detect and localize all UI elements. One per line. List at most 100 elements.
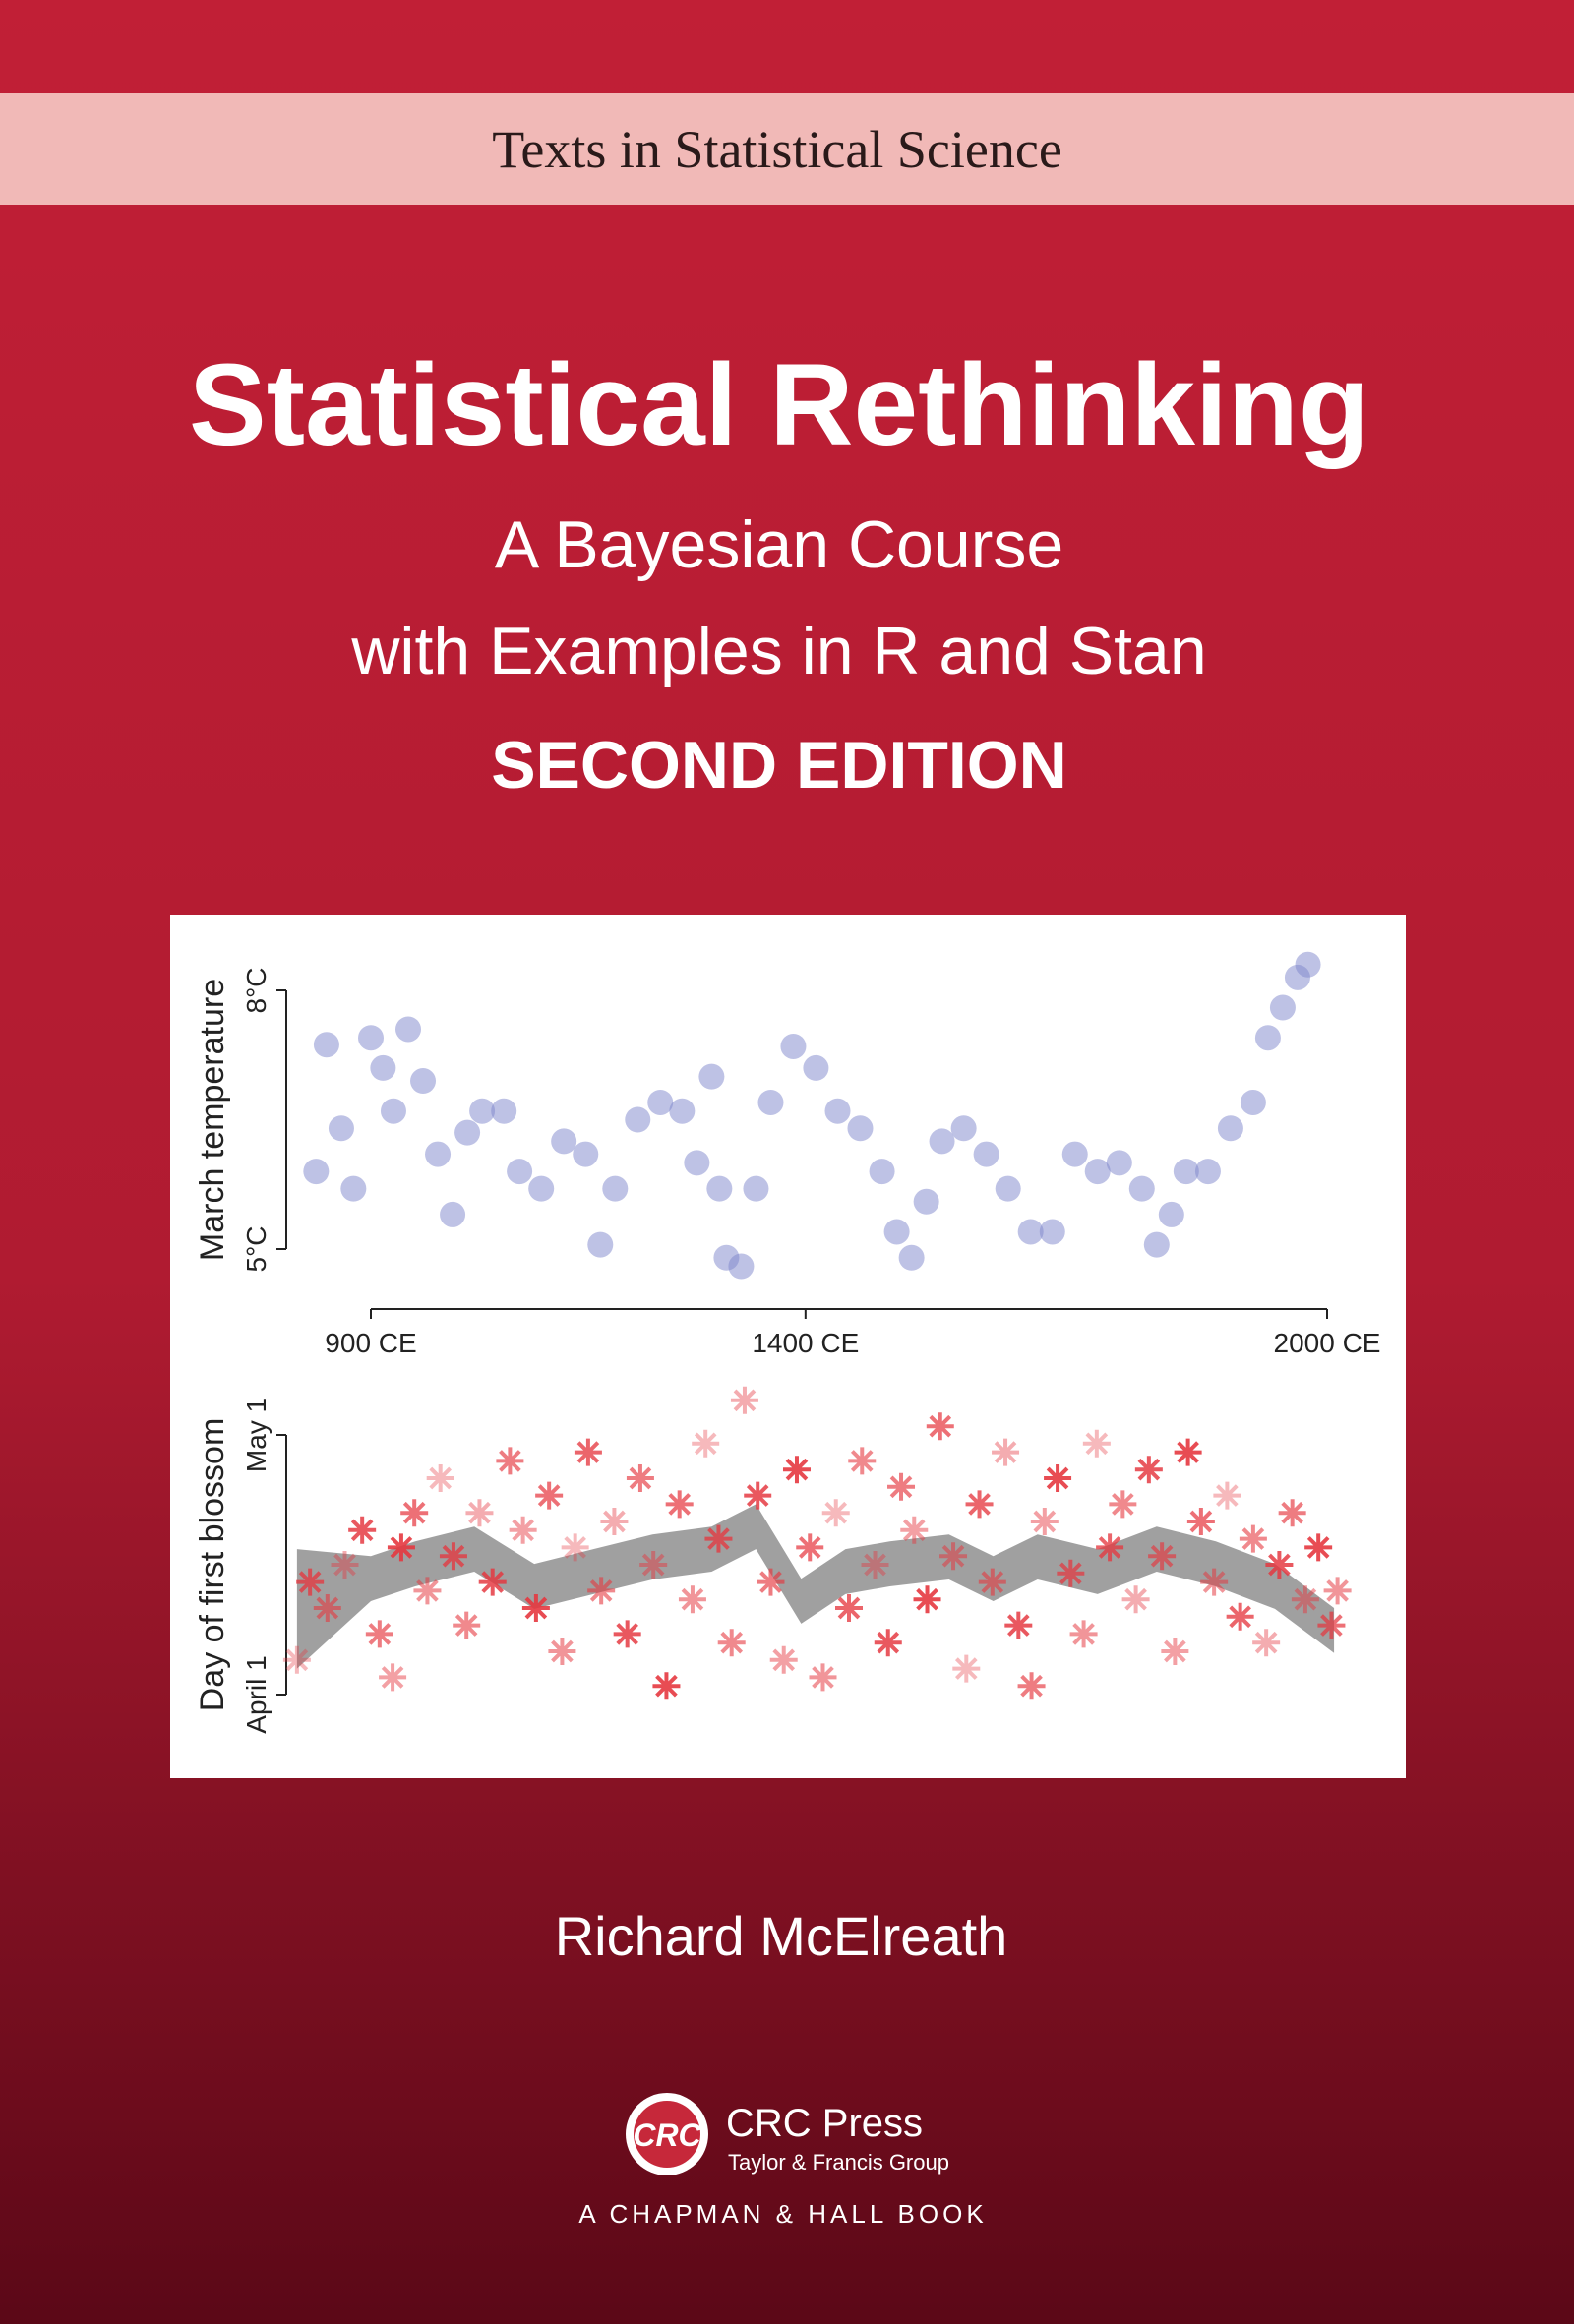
point (1030, 1508, 1059, 1535)
point (1278, 1499, 1306, 1527)
point (358, 1025, 384, 1051)
edition: SECOND EDITION (491, 728, 1067, 803)
point (1134, 1456, 1163, 1484)
point (507, 1159, 533, 1185)
point (743, 1175, 769, 1202)
point (1265, 1551, 1294, 1579)
point (1239, 1524, 1267, 1553)
point (625, 1106, 651, 1133)
point (340, 1175, 367, 1202)
point (1044, 1464, 1072, 1492)
point (1096, 1533, 1124, 1562)
point (454, 1119, 481, 1146)
point (587, 1231, 614, 1258)
point (706, 1175, 733, 1202)
point (913, 1585, 941, 1614)
point (1158, 1201, 1184, 1227)
point (1304, 1533, 1333, 1562)
subtitle: A Bayesian Course (495, 507, 1063, 582)
logo-text: CRC (633, 2117, 701, 2153)
point (1174, 1438, 1202, 1466)
point (1057, 1559, 1085, 1587)
x-tick-label: 1400 CE (752, 1328, 859, 1358)
point (348, 1516, 377, 1544)
series-band (0, 93, 1574, 205)
point (965, 1490, 994, 1519)
point (574, 1438, 602, 1466)
point (370, 1054, 396, 1081)
point (835, 1594, 863, 1622)
point (1200, 1568, 1229, 1596)
point (678, 1585, 706, 1614)
point (535, 1481, 564, 1510)
publisher-group: Taylor & Francis Group (728, 2150, 949, 2175)
publisher-logo (634, 2101, 700, 2168)
point (496, 1447, 524, 1475)
point (439, 1542, 467, 1571)
point (952, 1654, 981, 1683)
point (600, 1508, 629, 1535)
point (684, 1150, 710, 1176)
point (465, 1499, 494, 1527)
point (929, 1128, 955, 1155)
point (744, 1481, 772, 1510)
point (769, 1645, 798, 1674)
y-tick-label: April 1 (241, 1655, 272, 1733)
point (1121, 1585, 1150, 1614)
point (380, 1098, 406, 1124)
point (387, 1533, 415, 1562)
point (1213, 1481, 1241, 1510)
point (551, 1128, 577, 1155)
point (780, 1033, 807, 1059)
point (1106, 1150, 1132, 1176)
point (639, 1551, 668, 1579)
point (869, 1159, 895, 1185)
point (331, 1551, 359, 1579)
y-tick-label: May 1 (241, 1398, 272, 1472)
point (847, 1115, 874, 1142)
point (313, 1594, 341, 1622)
point (548, 1638, 576, 1665)
point (521, 1594, 550, 1622)
point (782, 1456, 811, 1484)
x-tick-label: 900 CE (325, 1328, 416, 1358)
point (613, 1620, 641, 1648)
point (1004, 1611, 1033, 1639)
point (1082, 1429, 1111, 1458)
point (1069, 1620, 1098, 1648)
point (926, 1412, 954, 1441)
publisher-name: CRC Press (726, 2102, 923, 2145)
point (821, 1499, 850, 1527)
point (1323, 1577, 1352, 1605)
y-tick-label: 8°C (241, 968, 272, 1014)
author: Richard McElreath (555, 1905, 1008, 1967)
series-title: Texts in Statistical Science (492, 120, 1062, 179)
point (296, 1568, 325, 1596)
point (728, 1253, 755, 1280)
point (1291, 1585, 1319, 1614)
charts: 5°C 8°C March temperature 900 CE 1400 CE 2000… (194, 951, 1380, 1734)
point (717, 1629, 746, 1657)
point (665, 1490, 694, 1519)
point (1148, 1542, 1177, 1571)
y-axis-label: March temperature (194, 979, 231, 1261)
point (1017, 1219, 1044, 1245)
point (730, 1386, 758, 1414)
y-axis-label: Day of first blossom (194, 1418, 231, 1712)
point (1143, 1231, 1170, 1258)
point (978, 1568, 1006, 1596)
point (587, 1577, 616, 1605)
point (898, 1244, 925, 1271)
point (440, 1201, 466, 1227)
point (469, 1098, 496, 1124)
point (1161, 1638, 1189, 1665)
point (757, 1568, 785, 1596)
point (647, 1089, 674, 1115)
point (1240, 1089, 1266, 1115)
point (704, 1524, 733, 1553)
point (365, 1620, 394, 1648)
point (883, 1219, 910, 1245)
point (913, 1188, 939, 1215)
